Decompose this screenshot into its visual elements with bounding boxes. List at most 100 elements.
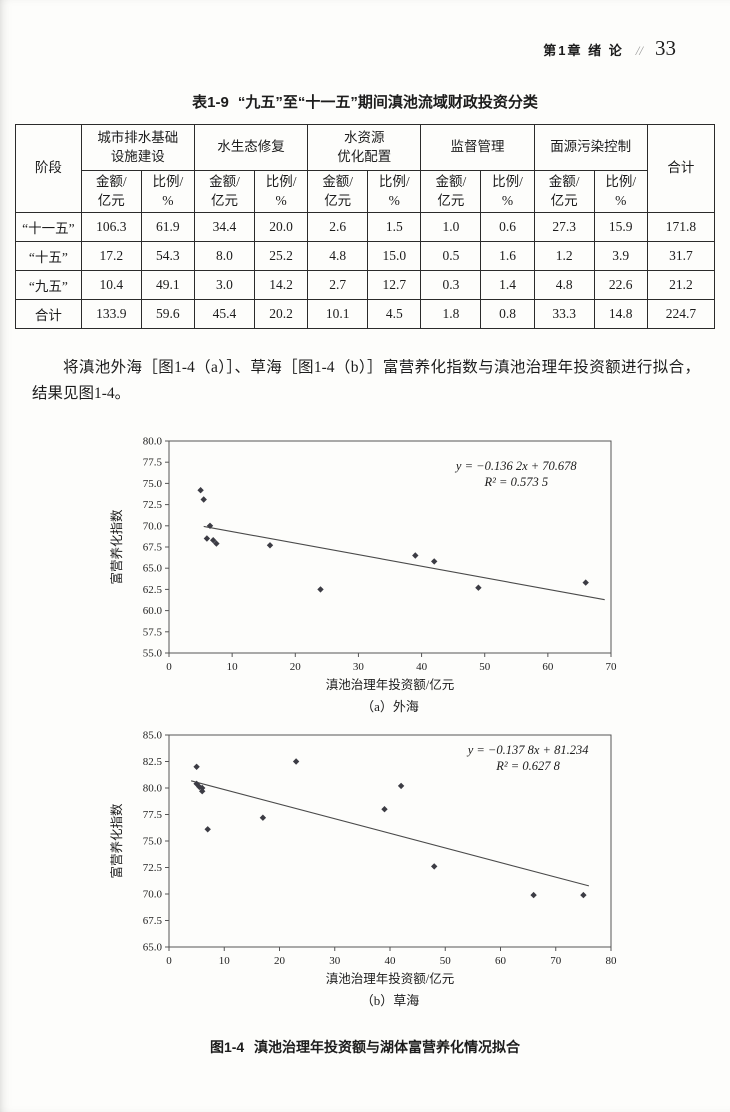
x-axis-label: 滇池治理年投资额/亿元 (326, 677, 454, 692)
x-tick-label: 70 (550, 955, 562, 967)
x-tick-label: 20 (274, 955, 286, 967)
page-header: 第1章 绪 论 // 33 (0, 0, 730, 61)
col-header-total: 合计 (646, 124, 716, 213)
subheader-ratio: 比例/ % (367, 170, 422, 213)
y-tick-label: 80.0 (143, 436, 163, 448)
scatter-chart-cao-hai: 65.0 67.5 70.0 72.5 75.0 77.5 80.0 82.5 85.0 0 10 2… (109, 730, 618, 1009)
value-cell: 12.7 (367, 270, 422, 300)
value-cell: 15.0 (367, 241, 422, 271)
x-tick-label: 0 (166, 955, 172, 967)
data-point (582, 579, 589, 586)
x-axis-label: 滇池治理年投资额/亿元 (326, 971, 454, 986)
table-caption-text: “九五”至“十一五”期间滇池流域财政投资分类 (237, 94, 538, 111)
x-tick-label: 0 (166, 661, 172, 673)
figure-1-4a-outer-sea: 55.0 57.5 60.0 62.5 65.0 67.5 70.0 72.5 75.0 77.5… (105, 433, 625, 717)
col-header-group-supervision: 监督管理 (420, 124, 535, 171)
value-cell: 22.6 (593, 270, 648, 300)
y-tick-label: 62.5 (143, 584, 163, 596)
value-cell: 45.4 (193, 299, 256, 329)
value-cell: 8.0 (193, 241, 256, 271)
value-cell: 2.6 (307, 212, 369, 242)
body-paragraph: 将滇池外海［图1-4（a）］、草海［图1-4（b）］富营养化指数与滇池治理年投资… (32, 359, 700, 402)
scatter-chart-outer-sea: 55.0 57.5 60.0 62.5 65.0 67.5 70.0 72.5 75.0 77.5… (109, 436, 617, 715)
y-tick-label: 77.5 (143, 457, 163, 469)
data-point (200, 496, 207, 503)
x-tick-label: 40 (416, 661, 428, 673)
value-cell: 1.8 (420, 299, 482, 329)
subplot-caption: （b）草海 (361, 993, 420, 1008)
table-body: “十一五” 106.3 61.9 34.4 20.0 2.6 1.5 1.0 0.6 27.3 15… (15, 212, 716, 329)
value-cell: 10.4 (80, 270, 142, 300)
stage-cell: “九五” (15, 270, 82, 300)
plot-frame (168, 734, 612, 948)
y-tick-label: 55.0 (143, 648, 163, 660)
x-tick-label: 50 (479, 661, 491, 673)
value-cell: 1.0 (420, 212, 482, 242)
value-cell: 0.6 (480, 212, 535, 242)
value-cell: 3.9 (593, 241, 648, 271)
value-cell: 2.7 (307, 270, 369, 300)
data-point (431, 863, 438, 870)
r-squared: R² = 0.627 8 (495, 759, 560, 773)
table-row: “十一五” 106.3 61.9 34.4 20.0 2.6 1.5 1.0 0.6 27.3 15… (15, 212, 716, 242)
subheader-amount: 金额/ 亿元 (533, 170, 595, 213)
data-point (259, 814, 267, 821)
value-cell: 4.5 (367, 299, 422, 329)
stage-cell: “十一五” (15, 212, 82, 242)
table-row: “十五” 17.2 54.3 8.0 25.2 4.8 15.0 0.5 1.6 1.2 3.9 31… (15, 241, 716, 271)
value-cell: 25.2 (254, 241, 309, 271)
value-cell: 54.3 (140, 241, 195, 271)
subheader-ratio: 比例/ % (480, 170, 535, 213)
r-squared: R² = 0.573 5 (484, 475, 549, 489)
x-tick-label: 30 (329, 955, 341, 967)
data-point (317, 586, 324, 593)
data-point (266, 542, 274, 549)
x-tick-label: 40 (385, 955, 397, 967)
col-header-group-water-resource: 水资源 优化配置 (307, 124, 422, 171)
y-tick-label: 72.5 (143, 862, 163, 874)
value-cell: 171.8 (646, 212, 716, 242)
x-tick-label: 30 (353, 661, 365, 673)
y-tick-label: 65.0 (143, 942, 163, 954)
x-tick-label: 80 (606, 955, 618, 967)
value-cell: 20.2 (254, 299, 309, 329)
table-caption: 表1-9 “九五”至“十一五”期间滇池流域财政投资分类 (0, 91, 730, 112)
subheader-ratio: 比例/ % (254, 170, 309, 213)
col-header-group-drainage: 城市排水基础 设施建设 (80, 124, 195, 171)
y-tick-label: 57.5 (143, 626, 163, 638)
data-point (530, 891, 537, 899)
subheader-ratio: 比例/ % (593, 170, 648, 213)
value-cell: 21.2 (646, 270, 716, 300)
value-cell: 17.2 (80, 241, 142, 271)
value-cell: 0.8 (480, 299, 535, 329)
stage-cell: 合计 (15, 299, 82, 329)
header-separator: // (635, 43, 643, 58)
figure-caption-text: 滇池治理年投资额与湖体富营养化情况拟合 (254, 1039, 521, 1055)
value-cell: 14.2 (254, 270, 309, 300)
data-point (193, 763, 200, 770)
figure-1-4b-cao-hai: 65.0 67.5 70.0 72.5 75.0 77.5 80.0 82.5 85.0 0 10 2… (105, 727, 625, 1011)
value-cell: 106.3 (80, 212, 142, 242)
stage-cell: “十五” (15, 241, 82, 271)
data-point (197, 487, 204, 494)
subplot-caption: （a）外海 (361, 699, 419, 714)
data-point (381, 806, 388, 813)
value-cell: 224.7 (646, 299, 716, 329)
value-cell: 10.1 (307, 299, 369, 329)
data-point (431, 558, 438, 565)
chapter-title: 第1章 绪 论 (543, 43, 624, 58)
fit-equation: y = −0.137 8x + 81.234 (466, 743, 589, 757)
y-tick-label: 85.0 (143, 730, 163, 742)
figure-caption: 图1-4 滇池治理年投资额与湖体富营养化情况拟合 (0, 1037, 730, 1057)
value-cell: 33.3 (533, 299, 595, 329)
value-cell: 27.3 (533, 212, 595, 242)
y-axis-label: 富营养化指数 (109, 509, 124, 585)
data-point (203, 535, 211, 542)
y-tick-label: 70.0 (143, 889, 163, 901)
value-cell: 14.8 (593, 299, 648, 329)
value-cell: 20.0 (254, 212, 309, 242)
value-cell: 0.3 (420, 270, 482, 300)
col-header-group-nonpoint: 面源污染控制 (533, 124, 648, 171)
trend-line (190, 780, 590, 887)
